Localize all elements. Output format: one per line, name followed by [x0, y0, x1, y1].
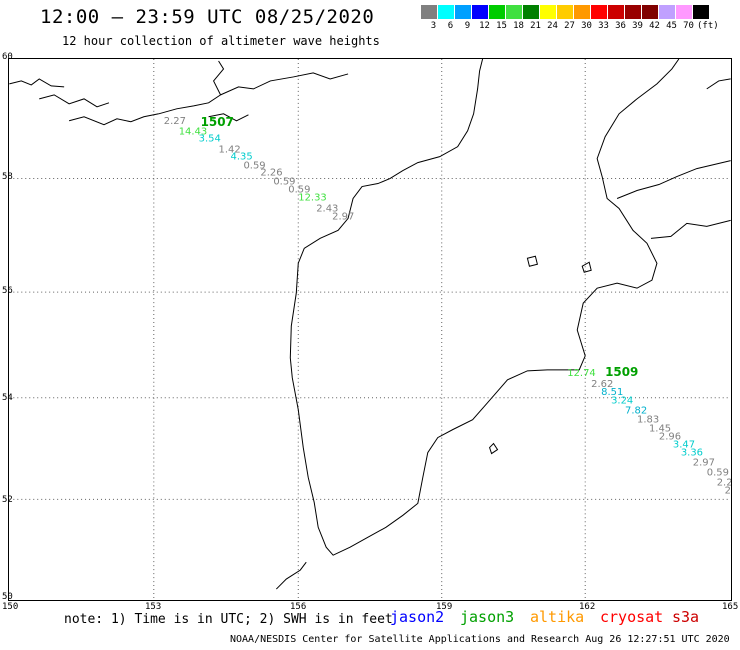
lat-label-52: 52 — [2, 495, 13, 505]
pass-1509-wave-height-label: 2.97 — [693, 457, 715, 468]
pass-1509-wave-height-label: 2.96 — [659, 432, 681, 443]
legend-label: 21 — [530, 21, 541, 31]
legend-swatch — [472, 5, 489, 19]
pass-1507-wave-height-label: 2.97 — [332, 211, 354, 222]
pass-1509-wave-height-label: 12.74 — [567, 368, 596, 379]
satellite-jason2: jason2 — [390, 608, 445, 626]
legend-swatch — [506, 5, 523, 19]
lat-label-60: 60 — [2, 52, 13, 62]
map-title: 12:00 — 23:59 UTC 08/25/2020 — [40, 6, 375, 28]
legend-swatch — [523, 5, 540, 19]
pass-1507-wave-height-label: 0.59 — [273, 177, 295, 188]
lon-label-159: 159 — [436, 602, 453, 612]
legend-swatch — [455, 5, 472, 19]
lat-label-58: 58 — [2, 172, 13, 182]
lon-label-162: 162 — [579, 602, 596, 612]
graticule — [9, 59, 731, 600]
pass-1509-wave-height-label: 1.45 — [649, 424, 671, 435]
color-scale-labels: 3 6 9 12 15 18 21 24 27 30 33 36 39 42 45 70 (ft) — [421, 21, 740, 33]
legend-swatch — [676, 5, 693, 19]
pass-1509-wave-height-label: 3.47 — [673, 440, 695, 451]
pass-1509-wave-height-label: 7.82 — [625, 406, 647, 417]
pass-1507-wave-height-label: 0.59 — [288, 185, 310, 196]
lon-label-150: 150 — [2, 602, 19, 612]
legend-label: 33 — [598, 21, 609, 31]
legend-label: 18 — [513, 21, 524, 31]
satellite-s3a: s3a — [672, 608, 700, 626]
legend-swatch — [540, 5, 557, 19]
legend-label: 12 — [479, 21, 490, 31]
pass-1507-wave-height-label: 4.35 — [231, 152, 253, 163]
legend-label: 24 — [547, 21, 558, 31]
pass-label-1507: 1507 — [201, 115, 234, 129]
legend-swatch — [625, 5, 642, 19]
pass-1507-wave-height-label: 2.27 — [164, 116, 186, 127]
pass-1509-wave-height-label: 2.62 — [591, 379, 613, 390]
legend-swatch — [642, 5, 659, 19]
pass-1509-wave-height-label: 3.36 — [681, 448, 703, 459]
map-subtitle: 12 hour collection of altimeter wave hei… — [62, 34, 380, 48]
legend-swatch — [438, 5, 455, 19]
pass-1507-wave-height-label: 2.26 — [260, 168, 282, 179]
legend-label: 39 — [632, 21, 643, 31]
legend-swatch — [421, 5, 438, 19]
pass-1509-wave-height-label: 3.24 — [611, 396, 633, 407]
lat-label-56: 56 — [2, 286, 13, 296]
credit-line: NOAA/NESDIS Center for Satellite Applica… — [230, 634, 730, 645]
legend-label: 45 — [666, 21, 677, 31]
pass-1507-wave-height-label: 14.43 — [179, 127, 208, 138]
legend-label: 70 — [683, 21, 694, 31]
legend-label: 6 — [447, 21, 454, 31]
pass-1509-wave-height-label: 2.21 — [717, 477, 732, 488]
pass-1509-wave-height-label: 8.51 — [601, 387, 623, 398]
legend-swatch — [591, 5, 608, 19]
legend-label: 3 — [430, 21, 437, 31]
lon-label-165: 165 — [722, 602, 739, 612]
color-scale-legend — [421, 5, 710, 19]
pass-1507-wave-height-label: 3.54 — [199, 134, 221, 145]
legend-label: 36 — [615, 21, 626, 31]
lon-label-156: 156 — [290, 602, 307, 612]
satellite-jason3: jason3 — [460, 608, 515, 626]
legend-label: (ft) — [697, 21, 719, 31]
pass-1507-wave-height-label: 12.33 — [298, 192, 326, 203]
pass-1507-wave-height-label: 2.43 — [316, 203, 338, 214]
legend-swatch — [574, 5, 591, 19]
pass-1507-wave-height-label: 1.42 — [219, 145, 241, 156]
satellite-altika: altika — [530, 608, 585, 626]
pass-1509-wave-height-label: 0.59 — [707, 467, 729, 478]
legend-swatch — [608, 5, 625, 19]
pass-1509-wave-height-label: 1.83 — [637, 415, 659, 426]
lat-label-54: 54 — [2, 393, 13, 403]
coastline — [9, 59, 731, 590]
lat-label-50: 50 — [2, 592, 13, 602]
legend-swatch — [693, 5, 710, 19]
pass-1509-wave-height-label: 2. — [725, 485, 732, 496]
legend-swatch — [489, 5, 506, 19]
observations-pass-1509: 12.742.628.513.247.821.831.452.963.473.3… — [567, 368, 732, 497]
legend-swatch — [557, 5, 574, 19]
satellite-cryosat: cryosat — [600, 608, 664, 626]
legend-label: 9 — [464, 21, 471, 31]
legend-label: 15 — [496, 21, 507, 31]
map-panel: 2.2714.433.541.424.350.592.260.590.5912.… — [8, 58, 732, 601]
legend-label: 42 — [649, 21, 660, 31]
lon-label-153: 153 — [145, 602, 162, 612]
legend-label: 27 — [564, 21, 575, 31]
pass-1507-wave-height-label: 0.59 — [243, 161, 265, 172]
observations-pass-1507: 2.2714.433.541.424.350.592.260.590.5912.… — [164, 116, 355, 223]
pass-label-1509: 1509 — [605, 365, 638, 379]
legend-swatch — [659, 5, 676, 19]
legend-label: 30 — [581, 21, 592, 31]
footer-note: note: 1) Time is in UTC; 2) SWH is in fe… — [64, 612, 393, 627]
